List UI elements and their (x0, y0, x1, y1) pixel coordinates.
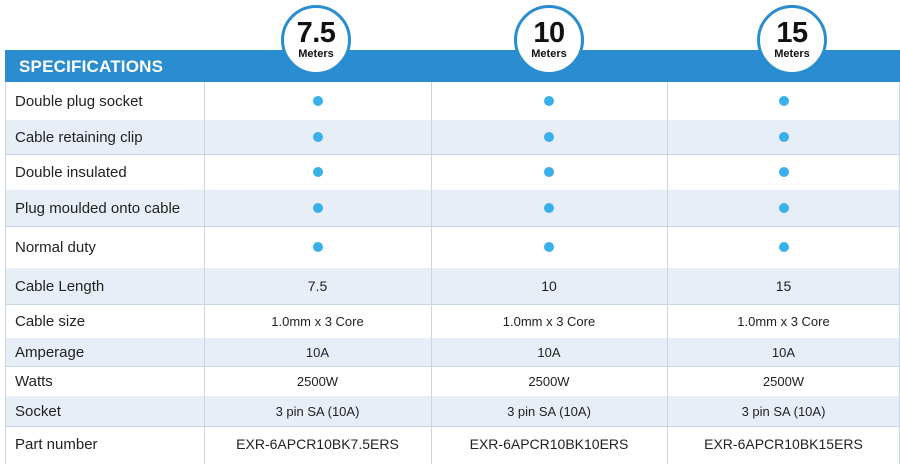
bullet-dot-icon (544, 242, 554, 252)
table-row: Socket 3 pin SA (10A) 3 pin SA (10A) 3 p… (5, 396, 900, 427)
badge-unit: Meters (531, 48, 567, 60)
badge-number: 15 (776, 17, 808, 49)
feature-check (667, 226, 900, 268)
column-divider (5, 82, 6, 464)
table-row: Double plug socket (5, 82, 900, 121)
table-row: Plug moulded onto cable (5, 190, 900, 227)
badge-unit: Meters (298, 48, 334, 60)
bullet-dot-icon (778, 96, 789, 106)
cell-value: 3 pin SA (10A) (741, 403, 826, 419)
row-label: Socket (15, 402, 61, 420)
bullet-dot-icon (312, 96, 323, 106)
bullet-dot-icon (312, 203, 323, 213)
cell-value: 1.0mm x 3 Core (271, 313, 364, 329)
column-divider (204, 82, 205, 464)
row-label: Double plug socket (15, 92, 143, 110)
bullet-dot-icon (312, 132, 323, 142)
feature-check (204, 82, 431, 120)
bullet-dot-icon (544, 167, 554, 177)
bullet-dot-icon (312, 242, 323, 252)
table-row: Cable Length 7.5 10 15 (5, 268, 900, 305)
bullet-dot-icon (778, 167, 789, 177)
table-row: Normal duty (5, 226, 900, 269)
bullet-dot-icon (778, 132, 789, 142)
bullet-dot-icon (544, 203, 554, 213)
table-row: Amperage 10A 10A 10A (5, 338, 900, 367)
cell-value: 10A (537, 344, 561, 360)
bullet-dot-icon (312, 167, 323, 177)
feature-check (431, 82, 667, 120)
row-label: Double insulated (15, 163, 127, 181)
table-row: Double insulated (5, 154, 900, 191)
specifications-title: SPECIFICATIONS (19, 57, 164, 76)
badge-number: 7.5 (296, 17, 336, 49)
feature-check (667, 190, 900, 226)
feature-check (431, 190, 667, 226)
cell-value: 10 (541, 278, 557, 294)
feature-check (204, 190, 431, 226)
cell-value: 3 pin SA (10A) (275, 403, 360, 419)
table-row: Watts 2500W 2500W 2500W (5, 366, 900, 397)
table-row: Cable size 1.0mm x 3 Core 1.0mm x 3 Core… (5, 304, 900, 339)
row-label: Plug moulded onto cable (15, 199, 181, 217)
row-label: Cable size (15, 312, 86, 330)
cell-value: 10A (305, 344, 330, 360)
row-label: Watts (15, 372, 53, 390)
length-badge-15: 15 Meters (757, 5, 827, 75)
row-label: Part number (15, 435, 98, 453)
feature-check (431, 154, 667, 190)
feature-check (667, 82, 900, 120)
specifications-header: SPECIFICATIONS (5, 50, 900, 82)
feature-check (667, 120, 900, 154)
bullet-dot-icon (544, 96, 554, 106)
table-row: Cable retaining clip (5, 120, 900, 155)
feature-check (667, 154, 900, 190)
bullet-dot-icon (544, 132, 554, 142)
cell-value: 2500W (528, 373, 570, 389)
cell-value: 15 (775, 278, 792, 294)
length-badge-10: 10 Meters (514, 5, 584, 75)
table-row: Part number EXR-6APCR10BK7.5ERS EXR-6APC… (5, 426, 900, 462)
row-label: Normal duty (15, 238, 96, 256)
cell-value: EXR-6APCR10BK10ERS (469, 436, 629, 452)
feature-check (204, 154, 431, 190)
cell-value: EXR-6APCR10BK7.5ERS (236, 436, 399, 452)
feature-check (204, 120, 431, 154)
cell-value: 7.5 (307, 278, 328, 294)
cell-value: 10A (771, 344, 796, 360)
cell-value: 3 pin SA (10A) (507, 403, 591, 419)
cell-value: 1.0mm x 3 Core (737, 313, 830, 329)
cell-value: 1.0mm x 3 Core (502, 313, 596, 329)
bullet-dot-icon (778, 203, 789, 213)
length-badge-7-5: 7.5 Meters (281, 5, 351, 75)
cell-value: 2500W (296, 373, 339, 389)
column-divider (431, 82, 432, 464)
row-label: Cable retaining clip (15, 128, 143, 146)
column-divider (667, 82, 668, 464)
badge-number: 10 (533, 17, 565, 49)
feature-check (431, 226, 667, 268)
cell-value: EXR-6APCR10BK15ERS (704, 436, 863, 452)
cell-value: 2500W (762, 373, 805, 389)
badge-unit: Meters (774, 48, 810, 60)
row-label: Amperage (15, 343, 85, 361)
bullet-dot-icon (778, 242, 789, 252)
row-label: Cable Length (15, 277, 105, 295)
feature-check (204, 226, 431, 268)
feature-check (431, 120, 667, 154)
